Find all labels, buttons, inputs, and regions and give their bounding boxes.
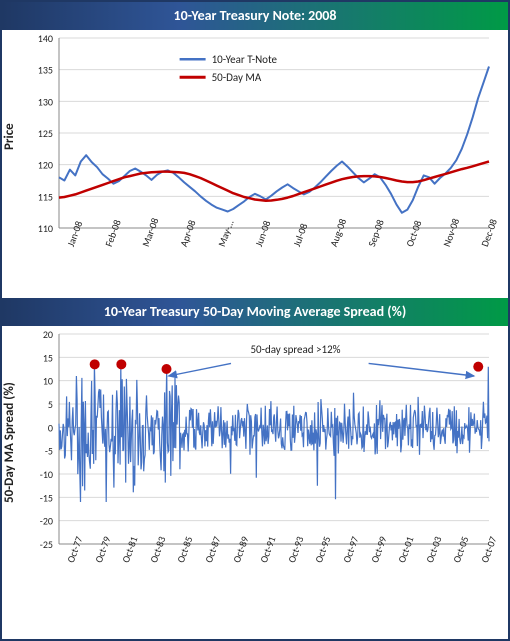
chart-2-title: 10-Year Treasury 50-Day Moving Average S… xyxy=(2,298,508,326)
svg-text:0: 0 xyxy=(48,421,53,434)
svg-text:-15: -15 xyxy=(40,491,53,504)
svg-text:20: 20 xyxy=(43,328,53,341)
svg-text:120: 120 xyxy=(38,159,53,172)
svg-text:135: 135 xyxy=(38,64,53,77)
svg-text:10: 10 xyxy=(43,375,53,388)
chart-2-plot: -25 -20 -15 -10 -5 0 5 10 15 20 50-day spread >12% xyxy=(17,326,499,558)
chart-2: 10-Year Treasury 50-Day Moving Average S… xyxy=(2,298,508,610)
chart-2-ylabel: 50-Day MA Spread (%) xyxy=(2,326,17,560)
svg-text:-10: -10 xyxy=(40,468,53,481)
chart-1-plot: 110 115 120 125 130 135 140 10-Year T-Note 50-Da… xyxy=(17,30,499,242)
svg-text:15: 15 xyxy=(43,351,53,364)
svg-text:115: 115 xyxy=(38,190,53,203)
svg-text:50-Day MA: 50-Day MA xyxy=(212,71,262,84)
svg-text:10-Year T-Note: 10-Year T-Note xyxy=(212,53,278,66)
chart-1-title: 10-Year Treasury Note: 2008 xyxy=(2,2,508,30)
svg-text:-5: -5 xyxy=(45,445,53,458)
chart-1-ylabel: Price xyxy=(2,30,17,244)
svg-text:-25: -25 xyxy=(40,538,53,551)
chart-2-xaxis: Oct-77Oct-79Oct-81Oct-83Oct-85Oct-87Oct-… xyxy=(58,560,488,610)
svg-text:5: 5 xyxy=(48,398,53,411)
chart-1: 10-Year Treasury Note: 2008 Price 110 115… xyxy=(2,2,508,294)
svg-text:-20: -20 xyxy=(40,515,53,528)
svg-text:110: 110 xyxy=(38,222,53,235)
chart-1-xaxis: Jan-08Feb-08Mar-08Apr-08May-…Jun-08Jul-0… xyxy=(58,244,488,294)
svg-text:130: 130 xyxy=(38,95,53,108)
svg-text:50-day spread >12%: 50-day spread >12% xyxy=(250,343,340,356)
svg-text:140: 140 xyxy=(38,32,53,45)
svg-text:125: 125 xyxy=(38,127,53,140)
